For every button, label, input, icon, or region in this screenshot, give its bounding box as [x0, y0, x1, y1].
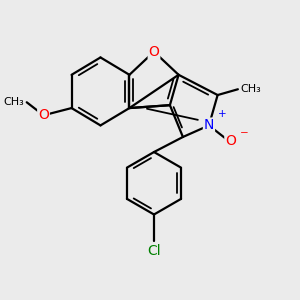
Text: CH₃: CH₃ — [240, 84, 261, 94]
Text: Cl: Cl — [147, 244, 161, 258]
Text: O: O — [225, 134, 236, 148]
Text: +: + — [218, 109, 226, 119]
Text: O: O — [38, 108, 49, 122]
Text: CH₃: CH₃ — [4, 97, 24, 107]
Text: N: N — [204, 118, 214, 132]
Text: −: − — [240, 128, 249, 138]
Text: O: O — [148, 45, 159, 59]
